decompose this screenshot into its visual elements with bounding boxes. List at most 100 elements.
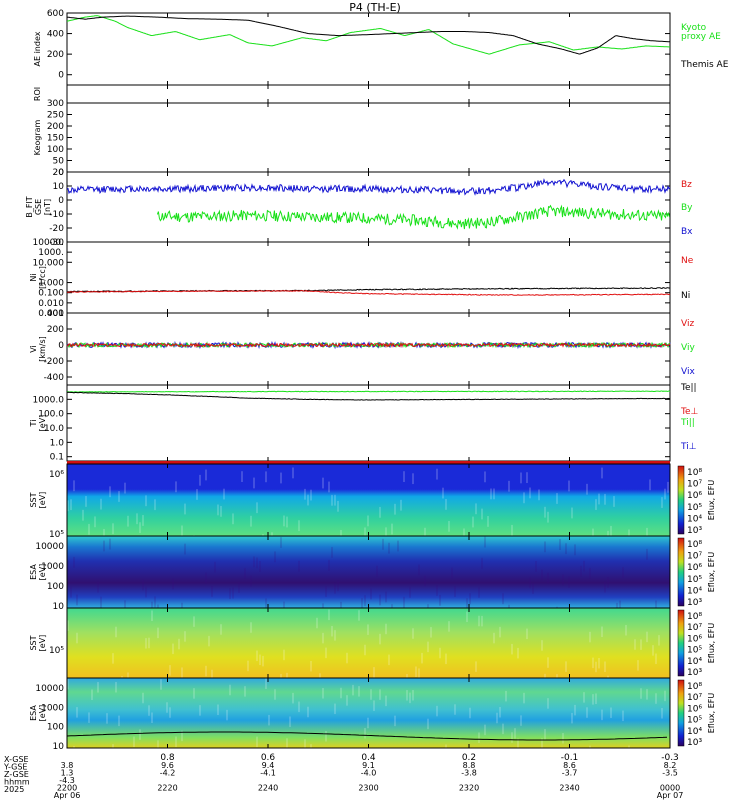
sst_i-texture [112, 653, 114, 664]
sst_i-texture [511, 643, 513, 655]
sst_i-texture [640, 639, 642, 650]
esa_i-texture [334, 703, 336, 715]
sst_i-texture [493, 632, 495, 644]
xaxis-row-label: X-GSE [4, 755, 29, 764]
ae-legend-item: proxy AE [681, 32, 721, 42]
esa_i-texture [358, 686, 360, 697]
velocity-legend-item: Viy [681, 343, 695, 353]
sst_e1-texture [484, 471, 486, 483]
bfield-legend-item: Bx [681, 227, 693, 237]
sst_e1-texture [109, 486, 111, 498]
sst_i-texture [589, 631, 591, 643]
esa_i-colorbar-tick: 10⁷ [687, 693, 702, 703]
sst_i-texture [601, 626, 603, 638]
xaxis-row-label: Y-GSE [3, 763, 27, 772]
temperature-ylabel: [eV] [38, 415, 47, 432]
sst_i-texture [184, 631, 186, 642]
esa_i-texture [586, 707, 588, 718]
density-legend-item: Ni [681, 291, 690, 301]
sst_i-colorbar-tick: 10⁵ [687, 646, 702, 656]
sst_i-texture [145, 638, 147, 649]
xaxis-tick-value: 2200 [57, 784, 77, 793]
esa_e-texture [67, 560, 69, 572]
sst_e1-texture [142, 515, 144, 526]
sst_e1-texture [442, 487, 444, 499]
esa_i-texture [661, 708, 663, 719]
esa_i-texture [160, 679, 162, 690]
sst_e1-texture [280, 472, 282, 484]
esa_i-texture [148, 705, 150, 716]
esa_i-texture [139, 729, 141, 740]
temperature-ytick-label: 1.0 [50, 438, 65, 448]
esa_i-texture [352, 684, 354, 696]
sst_i-texture [67, 620, 69, 631]
esa_e-texture [484, 536, 486, 548]
esa_i-ytick-label: 1000 [41, 703, 64, 713]
bfield-ylabel: GSE [34, 199, 43, 215]
xaxis-tick-value: Apr 06 [54, 791, 81, 800]
keogram-ytick-label: 200 [47, 122, 64, 132]
esa_i-texture [484, 724, 486, 736]
velocity-ytick-label: 200 [47, 325, 64, 335]
esa_i-texture [370, 689, 372, 700]
ae-ytick-label: 600 [47, 9, 64, 19]
esa_e-texture [244, 567, 246, 579]
esa_e-texture [655, 600, 657, 612]
temperature-ytick-label: 1000.0 [33, 395, 65, 405]
esa_i-texture [544, 729, 546, 740]
density-ytick-label: 0.100 [38, 289, 64, 299]
sst_e1-texture [493, 488, 495, 500]
sst_e1-texture [511, 524, 513, 536]
esa_e-texture [214, 561, 216, 573]
sst_e1-texture [196, 489, 198, 500]
sst_e1-texture [661, 497, 663, 508]
esa_i-texture [571, 712, 573, 724]
esa_e-texture [535, 561, 537, 572]
sst_e1-spectrogram [67, 464, 670, 536]
esa_e-ytick-label: 100 [47, 582, 64, 592]
esa_i-ytick-label: 100 [47, 723, 64, 733]
esa_i-texture [412, 689, 414, 701]
sst_e1-texture [88, 523, 90, 535]
sst_i-texture [208, 635, 210, 647]
esa_i-texture [646, 689, 648, 700]
xaxis-tick-value: 8.2 [664, 761, 677, 770]
esa_e-texture [619, 600, 621, 612]
sst_e1-texture [544, 506, 546, 518]
esa_e-colorbar [677, 537, 685, 607]
keogram-ytick-label: 0 [58, 168, 64, 178]
esa_e-texture [238, 581, 240, 593]
temperature-series-ti- [66, 390, 671, 393]
ae-ytick-label: 0 [58, 71, 64, 81]
ae-ytick-label: 200 [47, 50, 64, 60]
sst_i-ylabel: SST [29, 635, 38, 650]
sst_i-texture [310, 660, 312, 672]
sst_e1-texture [73, 480, 75, 492]
sst_i-texture [625, 624, 627, 636]
esa_i-texture [406, 690, 408, 701]
esa_i-texture [364, 727, 366, 739]
esa_e-texture [604, 581, 606, 593]
ae-series-kyoto-proxy-ae [66, 15, 670, 55]
sst_i-texture [358, 610, 360, 621]
sst_e1-texture [256, 502, 258, 514]
esa_i-texture [496, 712, 498, 724]
density-ylabel: [1/cc] [38, 266, 47, 289]
esa_e-texture [454, 586, 456, 597]
sst_e1-texture [475, 503, 477, 515]
density-ytick-label: 1.000 [38, 279, 64, 289]
xaxis-row-label: 2025 [4, 785, 24, 794]
sst_e1-texture [328, 481, 330, 493]
sst_e1-texture [613, 496, 615, 507]
esa_i-texture [88, 712, 90, 723]
esa_e-texture [250, 575, 252, 587]
temperature-series-te- [66, 391, 671, 401]
sst_e1-texture [241, 471, 243, 483]
ae-legend-item: Themis AE [680, 60, 729, 70]
sst_i-texture [466, 611, 468, 623]
esa_e-texture [211, 586, 213, 597]
esa_i-texture [304, 739, 306, 750]
esa_i-texture [175, 736, 177, 748]
esa_i-texture [73, 745, 75, 757]
xaxis-tick-top: 0.6 [261, 753, 276, 763]
